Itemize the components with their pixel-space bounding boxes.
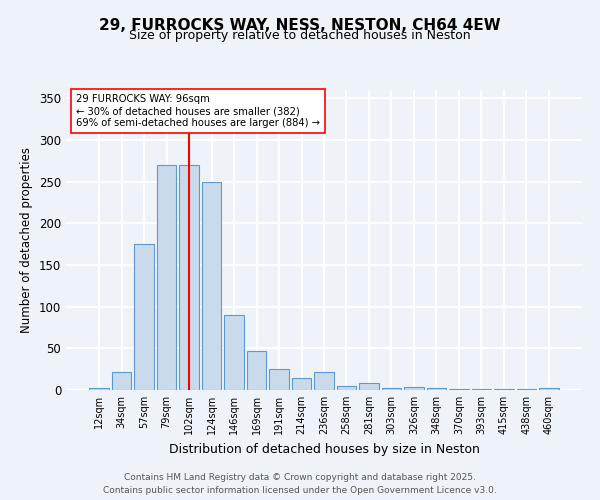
Text: Size of property relative to detached houses in Neston: Size of property relative to detached ho… (129, 29, 471, 42)
Bar (314, 372, 334, 390)
Bar (247, 351, 266, 390)
Bar (292, 378, 311, 390)
Bar (157, 165, 176, 390)
Bar (112, 372, 131, 390)
Text: 29 FURROCKS WAY: 96sqm
← 30% of detached houses are smaller (382)
69% of semi-de: 29 FURROCKS WAY: 96sqm ← 30% of detached… (76, 94, 320, 128)
Text: 29, FURROCKS WAY, NESS, NESTON, CH64 4EW: 29, FURROCKS WAY, NESS, NESTON, CH64 4EW (99, 18, 501, 32)
Bar (179, 165, 199, 390)
Bar (224, 315, 244, 390)
X-axis label: Distribution of detached houses by size in Neston: Distribution of detached houses by size … (169, 442, 479, 456)
Bar (89, 388, 109, 390)
Bar (404, 386, 424, 390)
Bar (449, 389, 469, 390)
Bar (337, 386, 356, 390)
Bar (269, 369, 289, 390)
Bar (202, 182, 221, 390)
Bar (517, 389, 536, 390)
Bar (134, 244, 154, 390)
Bar (539, 388, 559, 390)
Text: Contains public sector information licensed under the Open Government Licence v3: Contains public sector information licen… (103, 486, 497, 495)
Text: Contains HM Land Registry data © Crown copyright and database right 2025.: Contains HM Land Registry data © Crown c… (124, 474, 476, 482)
Bar (359, 384, 379, 390)
Y-axis label: Number of detached properties: Number of detached properties (20, 147, 34, 333)
Bar (427, 388, 446, 390)
Bar (494, 389, 514, 390)
Bar (472, 389, 491, 390)
Bar (382, 388, 401, 390)
